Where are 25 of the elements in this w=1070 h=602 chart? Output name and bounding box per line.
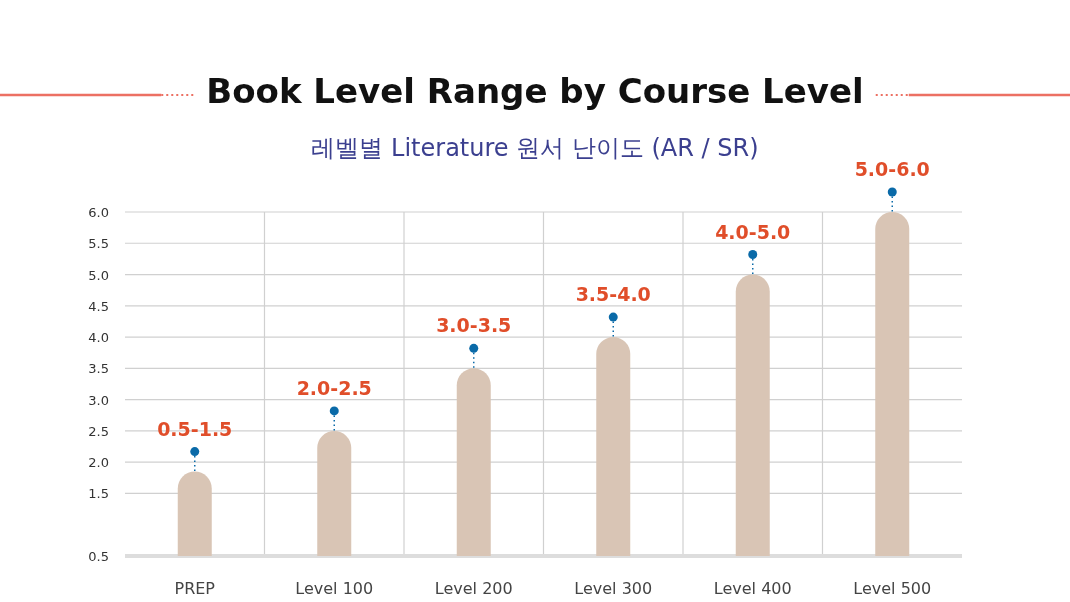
- x-tick-label: Level 500: [853, 579, 932, 598]
- data-label: 0.5-1.5: [157, 417, 233, 440]
- y-tick-label: 1.5: [88, 486, 109, 502]
- y-tick-label: 5.0: [88, 267, 109, 283]
- chart-title: Book Level Range by Course Level: [206, 71, 864, 111]
- y-tick-label: 4.5: [88, 298, 109, 314]
- x-tick-label: Level 200: [434, 579, 513, 598]
- y-tick-label: 0.5: [88, 549, 109, 564]
- chart-subtitle: 레벨별 Literature 원서 난이도 (AR / SR): [311, 134, 759, 162]
- y-tick-label: 2.0: [88, 455, 109, 471]
- x-tick-label: Level 400: [713, 579, 792, 598]
- y-tick-label: 2.5: [88, 423, 109, 439]
- x-tick-label: Level 100: [295, 579, 374, 598]
- x-tick-label: Level 300: [574, 579, 653, 598]
- y-tick-label: 4.0: [88, 330, 109, 346]
- y-tick-label: 3.5: [88, 361, 109, 377]
- data-label: 3.5-4.0: [575, 283, 651, 306]
- data-label: 4.0-5.0: [715, 220, 791, 243]
- y-tick-label: 5.5: [88, 236, 109, 252]
- y-tick-label: 3.0: [88, 392, 109, 408]
- data-label: 3.0-3.5: [436, 314, 512, 337]
- data-label: 2.0-2.5: [296, 376, 372, 399]
- y-tick-label: 6.0: [88, 205, 109, 220]
- data-label: 5.0-6.0: [854, 158, 930, 180]
- x-tick-label: PREP: [174, 579, 216, 598]
